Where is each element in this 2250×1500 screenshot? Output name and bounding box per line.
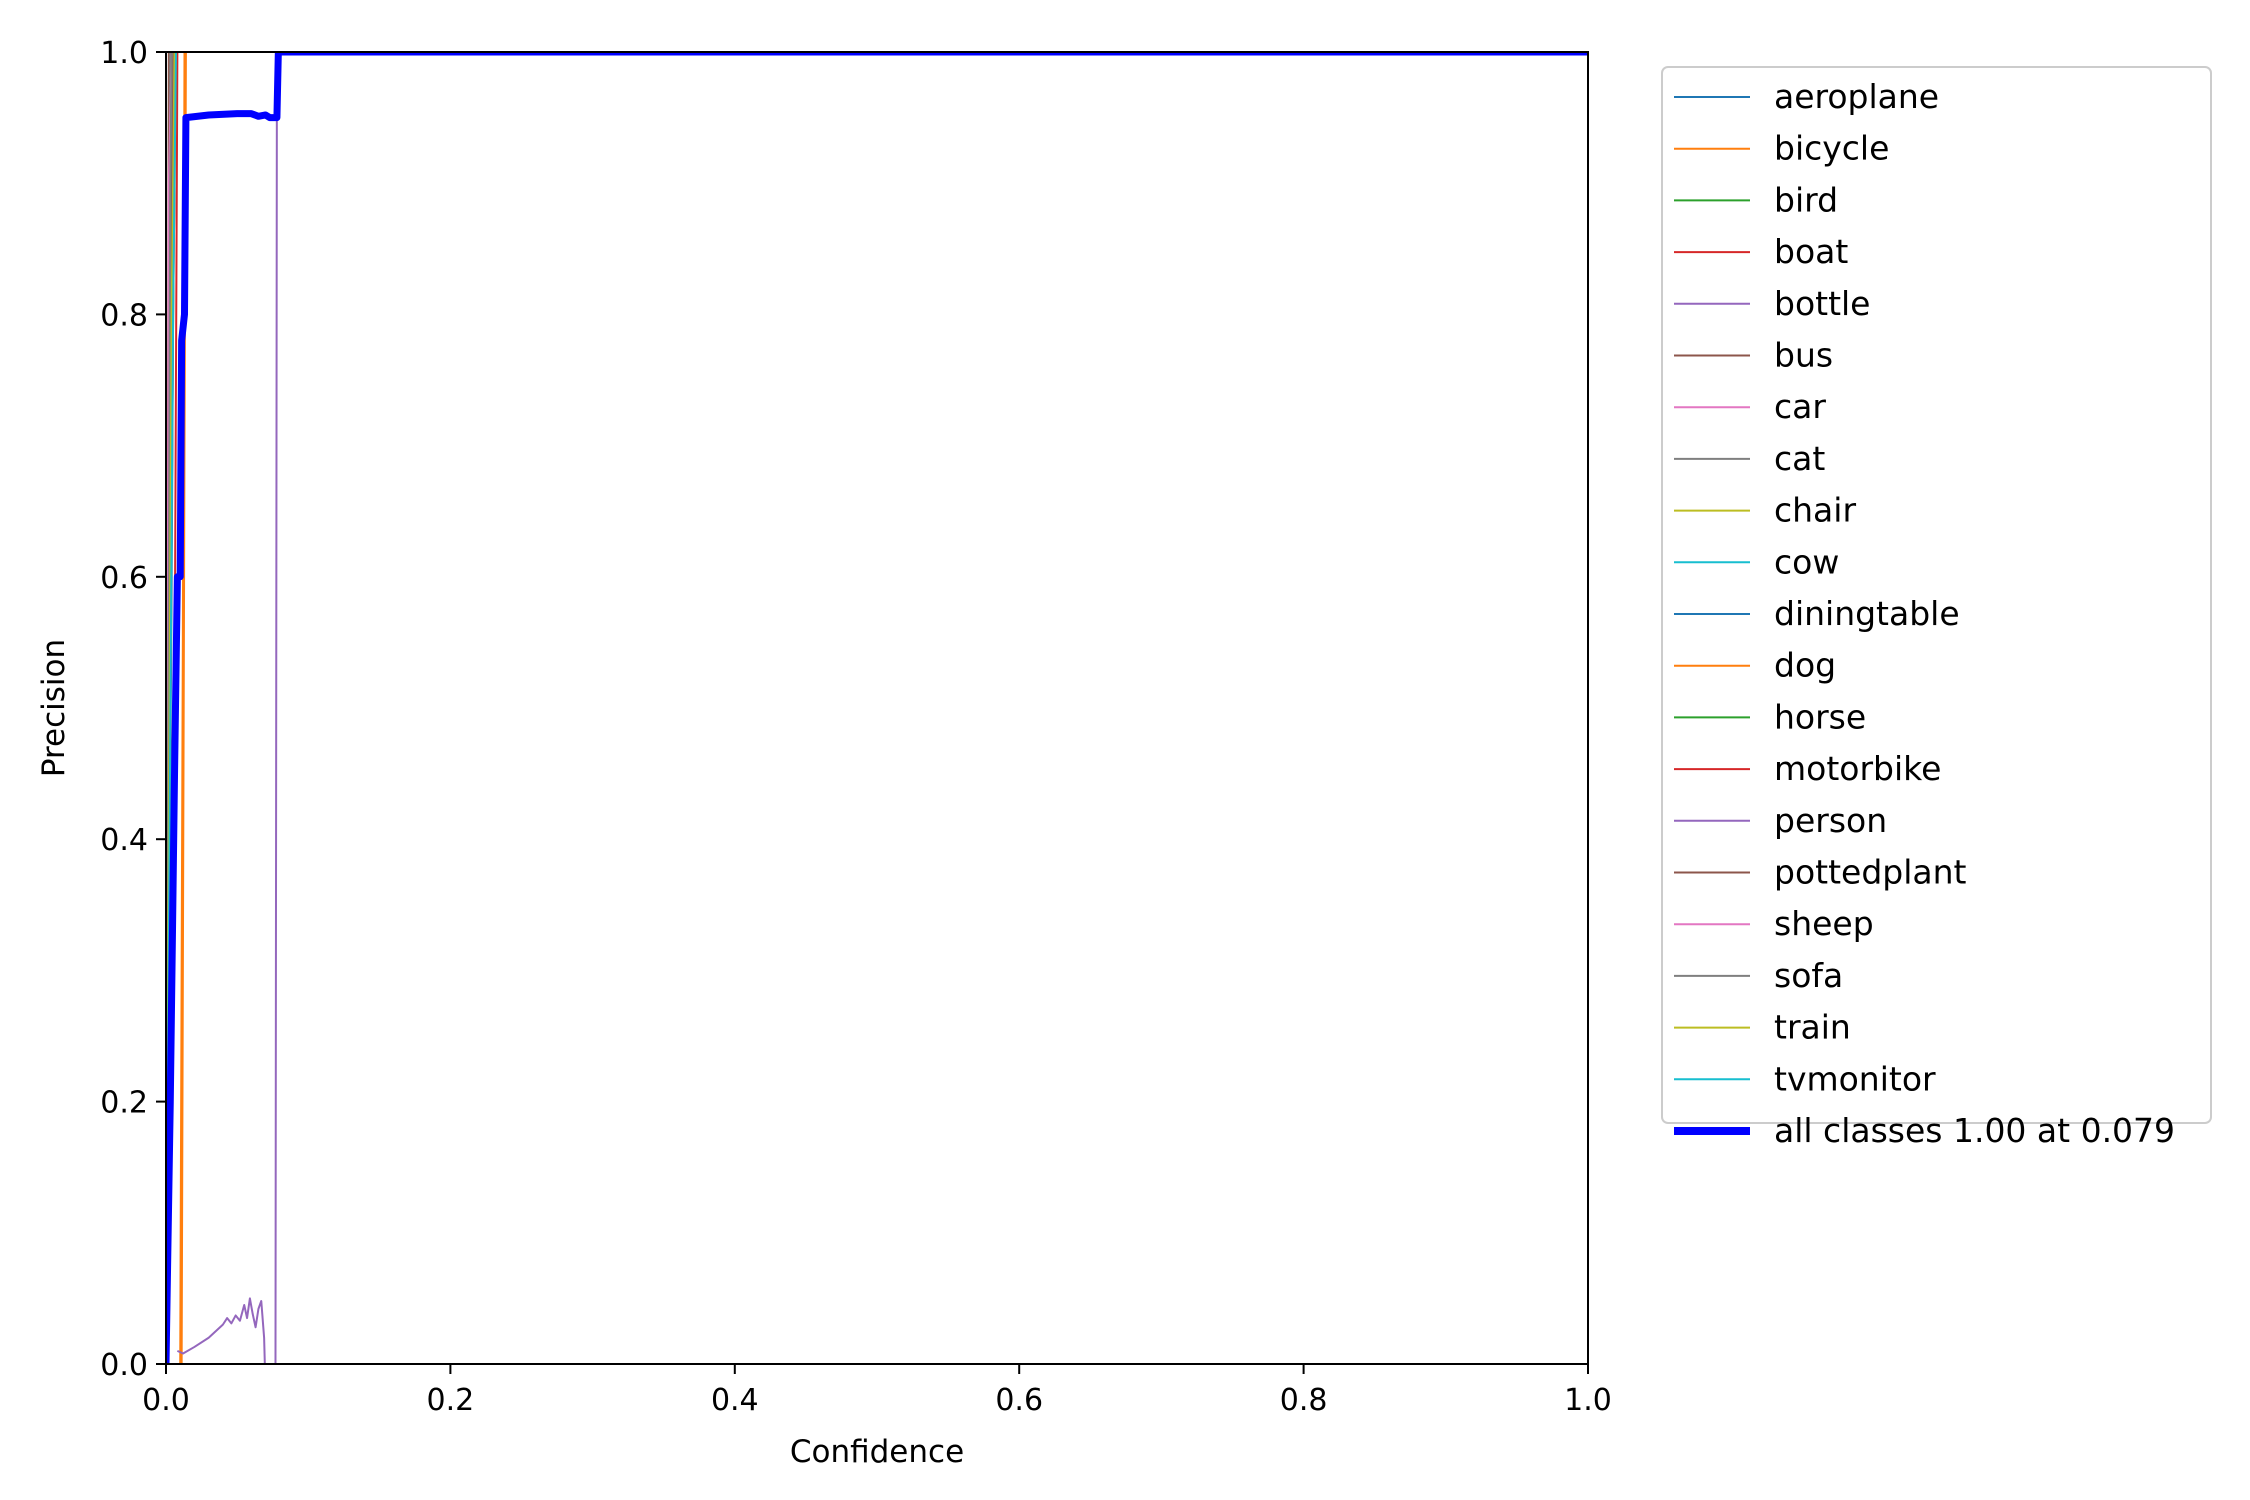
series-line-aeroplane bbox=[166, 52, 1588, 1364]
series-line-motorbike bbox=[166, 52, 1588, 1364]
y-tick-label: 0.4 bbox=[100, 823, 148, 858]
y-tick-label: 0.2 bbox=[100, 1086, 148, 1121]
x-tick-label: 0.0 bbox=[142, 1383, 190, 1418]
legend-label: bottle bbox=[1774, 284, 1871, 323]
legend-label: person bbox=[1774, 801, 1887, 840]
legend-label: sheep bbox=[1774, 904, 1874, 943]
series-line-horse bbox=[166, 52, 1588, 1364]
legend-label: car bbox=[1774, 387, 1826, 426]
x-tick-label: 0.2 bbox=[427, 1383, 475, 1418]
series-line-bicycle bbox=[179, 52, 1588, 1364]
series-line-person bbox=[176, 1297, 266, 1364]
series-line-bus bbox=[166, 52, 1588, 1364]
legend-label: tvmonitor bbox=[1774, 1059, 1936, 1098]
legend-label: chair bbox=[1774, 491, 1856, 530]
legend-label: dog bbox=[1774, 646, 1836, 685]
series-line-bottle bbox=[274, 52, 1588, 1364]
series-line-chair bbox=[166, 52, 1588, 1364]
y-tick-label: 0.8 bbox=[100, 298, 148, 333]
x-tick-label: 0.4 bbox=[711, 1383, 759, 1418]
series-line-diningtable bbox=[166, 52, 1588, 1364]
y-tick-label: 0.6 bbox=[100, 561, 148, 596]
series-line-all-classes-1-00-at-0-079 bbox=[166, 52, 1588, 1364]
x-tick-label: 0.6 bbox=[995, 1383, 1043, 1418]
legend-label: diningtable bbox=[1774, 594, 1960, 633]
x-axis-label: Confidence bbox=[790, 1434, 964, 1470]
legend-label: aeroplane bbox=[1774, 77, 1939, 116]
y-axis-label: Precision bbox=[36, 639, 72, 777]
legend-label: all classes 1.00 at 0.079 bbox=[1774, 1111, 2175, 1150]
x-tick-label: 1.0 bbox=[1564, 1383, 1612, 1418]
legend-label: bicycle bbox=[1774, 129, 1889, 168]
legend-label: cow bbox=[1774, 542, 1839, 581]
x-tick-label: 0.8 bbox=[1280, 1383, 1328, 1418]
legend-label: sofa bbox=[1774, 956, 1843, 995]
series-layer bbox=[166, 52, 1588, 1364]
legend-label: horse bbox=[1774, 697, 1866, 736]
series-line-train bbox=[166, 52, 1588, 1364]
legend-frame bbox=[1661, 66, 2212, 1124]
x-axis: 0.0 0.2 0.4 0.6 0.8 1.0 bbox=[142, 1364, 1612, 1418]
series-line-pottedplant bbox=[166, 52, 1588, 1364]
series-line-tvmonitor bbox=[166, 52, 1588, 1364]
y-axis: 0.0 0.2 0.4 0.6 0.8 1.0 bbox=[100, 36, 166, 1383]
series-line-boat bbox=[166, 52, 1588, 1364]
legend-label: train bbox=[1774, 1008, 1851, 1047]
legend-label: motorbike bbox=[1774, 749, 1941, 788]
legend-label: boat bbox=[1774, 232, 1848, 271]
legend-label: pottedplant bbox=[1774, 853, 1967, 892]
series-line-cat bbox=[166, 52, 1588, 1364]
y-tick-label: 1.0 bbox=[100, 36, 148, 71]
series-line-sofa bbox=[166, 52, 1588, 1364]
series-line-sheep bbox=[166, 52, 1588, 1364]
legend-label: bird bbox=[1774, 180, 1838, 219]
y-tick-label: 0.0 bbox=[100, 1348, 148, 1383]
plot-frame bbox=[165, 51, 1589, 1365]
legend-label: bus bbox=[1774, 336, 1833, 375]
series-line-bird bbox=[166, 52, 1588, 1364]
legend-label: cat bbox=[1774, 439, 1825, 478]
series-line-car bbox=[166, 52, 1588, 1364]
series-line-dog bbox=[180, 52, 1588, 1364]
legend: aeroplane bicycle bird boat bottle bus car cat c… bbox=[1661, 66, 2212, 1150]
series-line-cow bbox=[166, 52, 1588, 1364]
